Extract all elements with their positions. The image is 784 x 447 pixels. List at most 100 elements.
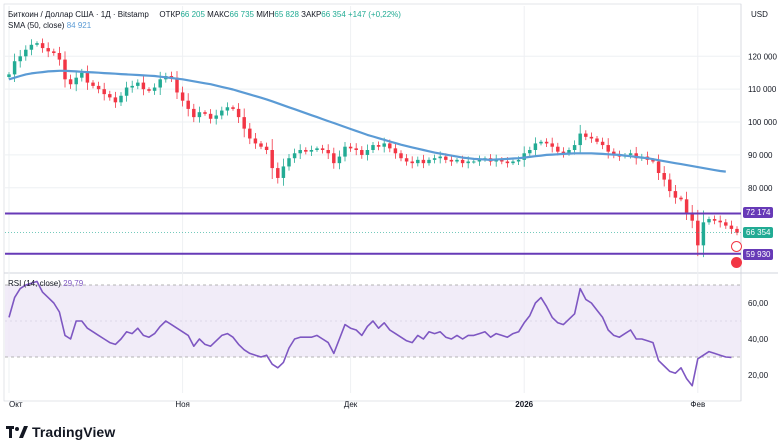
- candle: [662, 166, 666, 187]
- candle: [259, 140, 263, 150]
- low-label: МИН: [256, 10, 275, 19]
- symbol-title[interactable]: Биткоин / Доллар США · 1Д · Bitstamp: [8, 10, 149, 19]
- lightning-icon[interactable]: [731, 241, 742, 252]
- candle-body: [606, 145, 610, 152]
- candle: [578, 124, 582, 154]
- candle-body: [281, 166, 286, 178]
- candle-body: [556, 146, 560, 152]
- candle-body: [449, 159, 454, 162]
- candle-body: [416, 159, 420, 164]
- candle-body: [729, 225, 734, 229]
- candle: [326, 144, 330, 160]
- candle: [550, 137, 554, 153]
- candle-body: [197, 112, 202, 118]
- candle: [175, 71, 179, 99]
- candle: [264, 142, 269, 155]
- candle: [130, 80, 134, 93]
- candle-body: [528, 150, 532, 154]
- candle-body: [192, 108, 196, 118]
- candle: [404, 154, 409, 166]
- candle: [91, 80, 95, 89]
- candle: [337, 150, 342, 170]
- tradingview-logo[interactable]: TradingView: [6, 424, 115, 440]
- candle: [158, 71, 162, 96]
- candle: [85, 65, 90, 90]
- candle-body: [516, 159, 521, 162]
- candle-body: [460, 159, 465, 164]
- candle-body: [544, 141, 549, 144]
- candle-body: [550, 143, 554, 147]
- candle-body: [220, 110, 224, 116]
- candle: [584, 130, 588, 141]
- low-value: 65 828: [274, 10, 299, 19]
- candle: [712, 215, 717, 225]
- candle-body: [304, 150, 308, 152]
- candle-body: [80, 72, 84, 78]
- candle: [96, 81, 101, 94]
- candle-body: [175, 77, 179, 93]
- rsi-line: [8, 280, 732, 387]
- candle: [236, 103, 241, 123]
- candle-body: [253, 138, 258, 144]
- candle-body: [231, 107, 235, 109]
- economic-events-icon[interactable]: [731, 257, 742, 268]
- sma-legend[interactable]: SMA (50, close) 84 921: [8, 21, 91, 30]
- candle: [600, 137, 605, 150]
- candle-body: [595, 138, 599, 142]
- candle: [449, 155, 454, 166]
- candle-body: [707, 219, 711, 223]
- candle-body: [690, 212, 694, 221]
- candle-body: [393, 148, 398, 154]
- candle: [416, 156, 420, 167]
- candle-body: [539, 141, 543, 144]
- candle: [371, 142, 375, 154]
- candle: [74, 70, 78, 92]
- candle: [214, 109, 218, 125]
- candle-body: [612, 151, 616, 155]
- candle: [735, 226, 739, 236]
- candle-body: [371, 145, 375, 150]
- candle-body: [68, 79, 73, 85]
- candle-body: [85, 72, 90, 83]
- candle: [102, 82, 106, 101]
- open-value: 66 205: [180, 10, 205, 19]
- candle-body: [113, 97, 118, 103]
- candle: [477, 155, 482, 166]
- candle: [253, 132, 258, 149]
- candle: [276, 162, 280, 184]
- candle: [399, 150, 403, 162]
- candle-body: [287, 158, 291, 167]
- currency-label[interactable]: USD: [751, 10, 768, 19]
- candle: [679, 195, 683, 202]
- candle-body: [701, 222, 706, 246]
- candle: [376, 141, 381, 151]
- candle-body: [29, 44, 34, 50]
- candle-body: [712, 219, 717, 221]
- candle-body: [500, 159, 504, 162]
- time-axis-label: Дек: [344, 400, 358, 409]
- candle-body: [276, 168, 280, 178]
- candle: [242, 108, 246, 138]
- candle-body: [337, 156, 342, 164]
- candle-body: [264, 146, 269, 150]
- candle: [432, 154, 437, 164]
- candle: [7, 72, 11, 80]
- sma-label: SMA (50, close): [8, 21, 65, 30]
- candle: [539, 139, 543, 146]
- candle-body: [208, 113, 213, 119]
- candle-body: [35, 43, 39, 45]
- candle-body: [455, 159, 459, 162]
- candle: [281, 158, 286, 186]
- candle-body: [96, 85, 101, 90]
- candle-body: [561, 151, 566, 154]
- candle: [707, 216, 711, 225]
- rsi-legend[interactable]: RSI (14, close) 29,79: [8, 279, 83, 288]
- candle-body: [466, 161, 470, 164]
- close-label: ЗАКР: [301, 10, 322, 19]
- candle: [169, 71, 174, 83]
- candle-body: [684, 199, 689, 213]
- candle: [309, 145, 314, 156]
- candle: [141, 76, 146, 96]
